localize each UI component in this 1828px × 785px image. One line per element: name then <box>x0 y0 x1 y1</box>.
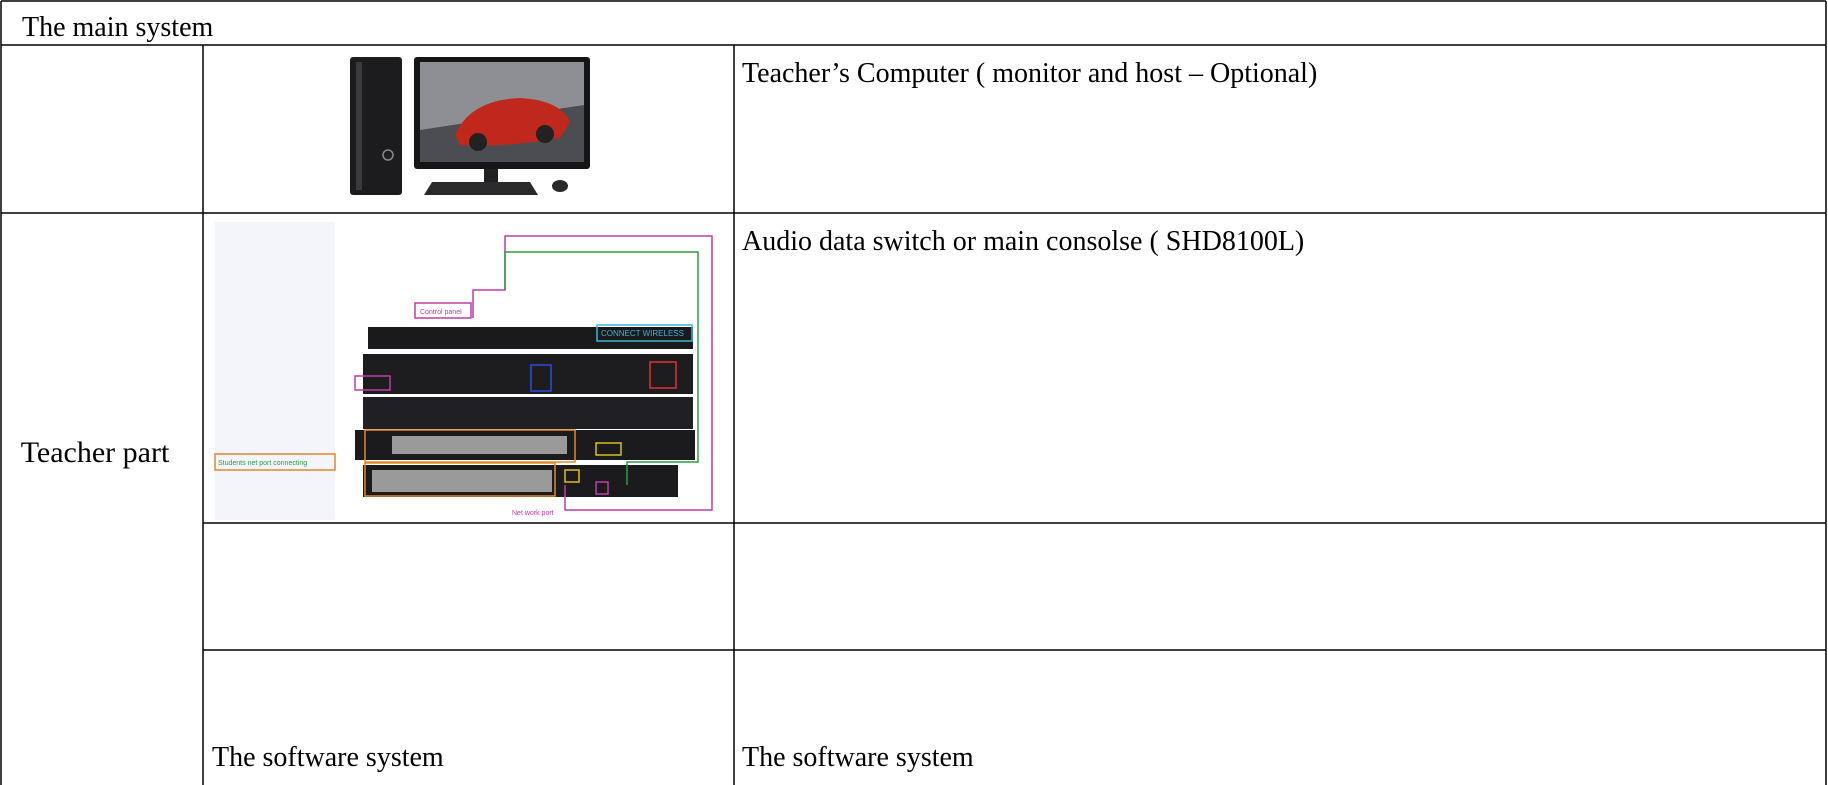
footer-cell: The software system <box>742 742 974 773</box>
image-label: Control panel <box>420 309 462 316</box>
section-label: Teacher part <box>20 436 170 469</box>
header-title: The main system <box>22 12 214 43</box>
row-description: Audio data switch or main consolse ( SHD… <box>742 226 1305 257</box>
console-image: Control panel CONNECT WIRELESS Students … <box>214 222 713 520</box>
image-label: Net work port <box>512 510 554 517</box>
image-label: Students net port connecting <box>218 460 307 467</box>
row-description: Teacher’s Computer ( monitor and host – … <box>742 58 1318 89</box>
computer-image <box>350 57 590 195</box>
image-label: CONNECT WIRELESS <box>601 329 684 338</box>
footer-cell: The software system <box>212 742 444 773</box>
